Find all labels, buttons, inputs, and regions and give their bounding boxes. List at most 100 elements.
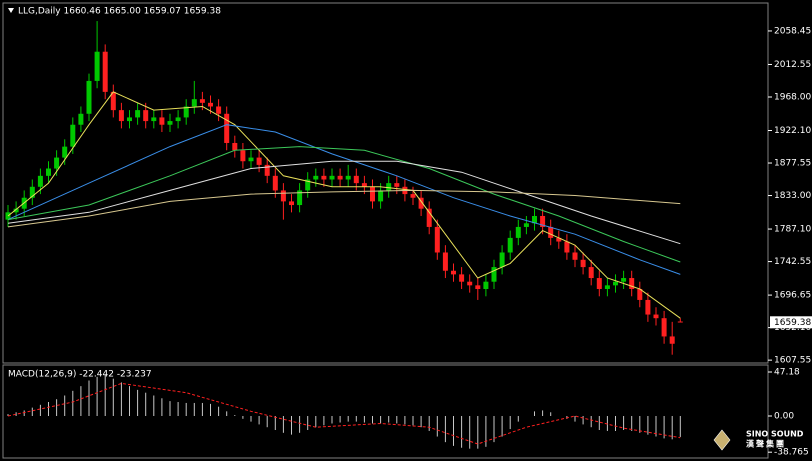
candle-body: [135, 110, 141, 118]
candle-body: [572, 252, 578, 260]
candle-body: [588, 267, 594, 279]
y-tick-label: 1922.10: [774, 126, 811, 136]
candle-body: [199, 99, 205, 103]
candle-body: [523, 223, 529, 227]
candle-body: [159, 117, 165, 125]
candle-body: [540, 215, 546, 227]
price-title: LLG,Daily 1660.46 1665.00 1659.07 1659.3…: [18, 7, 221, 17]
candle-body: [596, 278, 602, 289]
candle-body: [475, 285, 481, 289]
y-tick-label: 2012.55: [774, 60, 811, 70]
candle-body: [580, 259, 586, 268]
y-tick-label: -38.765: [774, 448, 809, 458]
candle-body: [337, 175, 343, 180]
candle-body: [442, 252, 448, 271]
candle-body: [426, 208, 432, 227]
candle-body: [13, 208, 19, 213]
moving-average: [7, 189, 681, 228]
candle-body: [102, 51, 108, 92]
candle-body: [645, 299, 651, 315]
candle-body: [467, 281, 473, 286]
candle-body: [370, 186, 375, 202]
candle-body: [46, 168, 51, 176]
price-panel: [2, 2, 769, 364]
candle-body: [37, 175, 43, 187]
candle-body: [321, 175, 327, 180]
candle-body: [86, 80, 92, 114]
y-tick-label: 47.18: [774, 367, 800, 377]
candle-body: [507, 237, 513, 253]
y-tick-label: 1607.55: [774, 356, 811, 366]
y-tick-label: 1968.00: [774, 92, 811, 102]
y-tick-label: 1742.55: [774, 257, 811, 267]
candle-body: [208, 102, 213, 107]
candle-body: [629, 278, 635, 289]
candle-body: [451, 270, 456, 275]
candle-body: [272, 175, 278, 191]
candle-body: [240, 150, 246, 162]
candle-body: [361, 183, 367, 187]
candle-body: [653, 314, 659, 319]
candle-body: [264, 164, 270, 176]
candle-body: [118, 110, 124, 122]
logo: [713, 429, 731, 451]
candle-body: [305, 179, 311, 191]
candle-body: [175, 117, 181, 122]
price-label: 1659.38: [774, 318, 811, 328]
candle-body: [248, 157, 254, 162]
candle-body: [216, 106, 222, 114]
price-label-box: [770, 316, 812, 329]
candle-body: [515, 226, 521, 238]
candle-body: [434, 226, 440, 253]
candle-body: [483, 281, 489, 289]
candle-body: [499, 252, 505, 268]
brand-cn: 漢聲集團: [746, 439, 786, 449]
y-tick-label: 1696.65: [774, 291, 811, 301]
candle-body: [637, 288, 643, 300]
candle-body: [143, 110, 149, 122]
candle-body: [167, 121, 173, 125]
candle-body: [378, 190, 384, 202]
moving-average: [7, 91, 681, 319]
candle-body: [345, 175, 351, 180]
moving-average: [7, 160, 681, 245]
candle-body: [224, 113, 230, 143]
candle-body: [232, 142, 238, 151]
candle-body: [491, 267, 497, 282]
macd-panel: [2, 364, 769, 459]
y-tick-label: 1833.00: [774, 191, 811, 201]
candle-body: [329, 175, 335, 180]
candle-body: [94, 51, 100, 81]
candle-body: [54, 157, 60, 169]
y-tick-label: 0.00: [774, 412, 794, 422]
candle-body: [613, 281, 618, 286]
candle-body: [191, 99, 197, 107]
candle-body: [110, 91, 116, 111]
macd-title: MACD(12,26,9) -22.442 -23.237: [8, 370, 152, 380]
y-tick-label: 1877.55: [774, 159, 811, 169]
candle-body: [127, 117, 132, 122]
candle-body: [418, 197, 424, 209]
candle-body: [297, 190, 303, 206]
signal-line: [7, 382, 681, 445]
y-tick-label: 2058.45: [774, 26, 811, 36]
candle-body: [604, 285, 610, 289]
candle-body: [677, 321, 683, 323]
candle-body: [29, 186, 35, 198]
candle-body: [394, 183, 400, 187]
y-tick-label: 1787.10: [774, 225, 811, 235]
candle-body: [280, 190, 286, 202]
candle-body: [386, 183, 392, 191]
candle-body: [661, 318, 667, 337]
candle-body: [256, 157, 262, 165]
candle-body: [556, 237, 562, 242]
candle-body: [62, 146, 68, 158]
menu-arrow: [8, 8, 14, 13]
candle-body: [669, 336, 675, 344]
candle-body: [70, 124, 76, 147]
candle-body: [564, 241, 570, 253]
moving-average: [7, 124, 681, 275]
candle-body: [459, 274, 465, 282]
candle-body: [548, 226, 554, 238]
